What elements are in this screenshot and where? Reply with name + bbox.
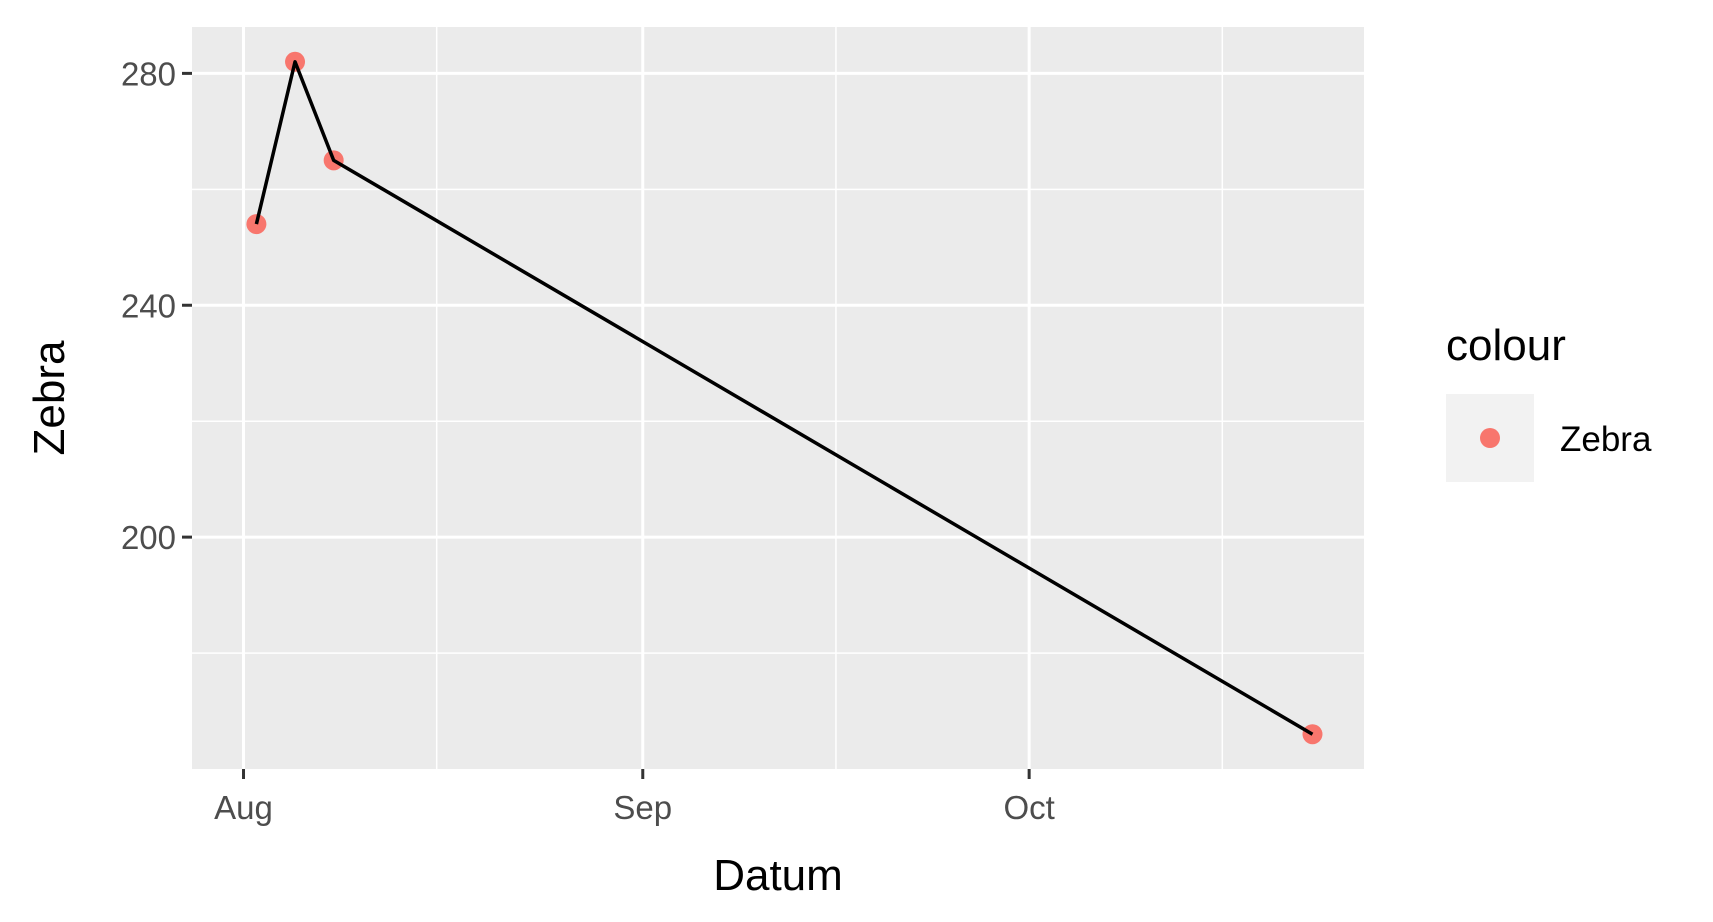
legend-key-point xyxy=(1480,428,1500,448)
x-axis-title: Datum xyxy=(713,851,843,900)
series-layer xyxy=(246,51,1323,745)
data-point xyxy=(246,214,267,235)
data-point xyxy=(1302,724,1323,745)
y-tick-label: 240 xyxy=(121,287,176,324)
x-tick-label: Sep xyxy=(613,789,672,826)
x-tick-label: Aug xyxy=(214,789,273,826)
plot-panel xyxy=(192,27,1364,769)
legend-title: colour xyxy=(1446,321,1566,370)
y-tick-label: 280 xyxy=(121,55,176,92)
legend: colour Zebra xyxy=(1446,321,1652,482)
legend-entry-label: Zebra xyxy=(1560,420,1652,459)
x-tick-label: Oct xyxy=(1003,789,1054,826)
y-axis-title: Zebra xyxy=(25,340,74,455)
major-gridlines xyxy=(192,27,1364,769)
series-line xyxy=(254,60,1314,736)
axis-ticks xyxy=(182,71,1031,779)
y-tick-label: 200 xyxy=(121,519,176,556)
tick-labels: Aug Sep Oct 200 240 280 xyxy=(121,55,1055,826)
